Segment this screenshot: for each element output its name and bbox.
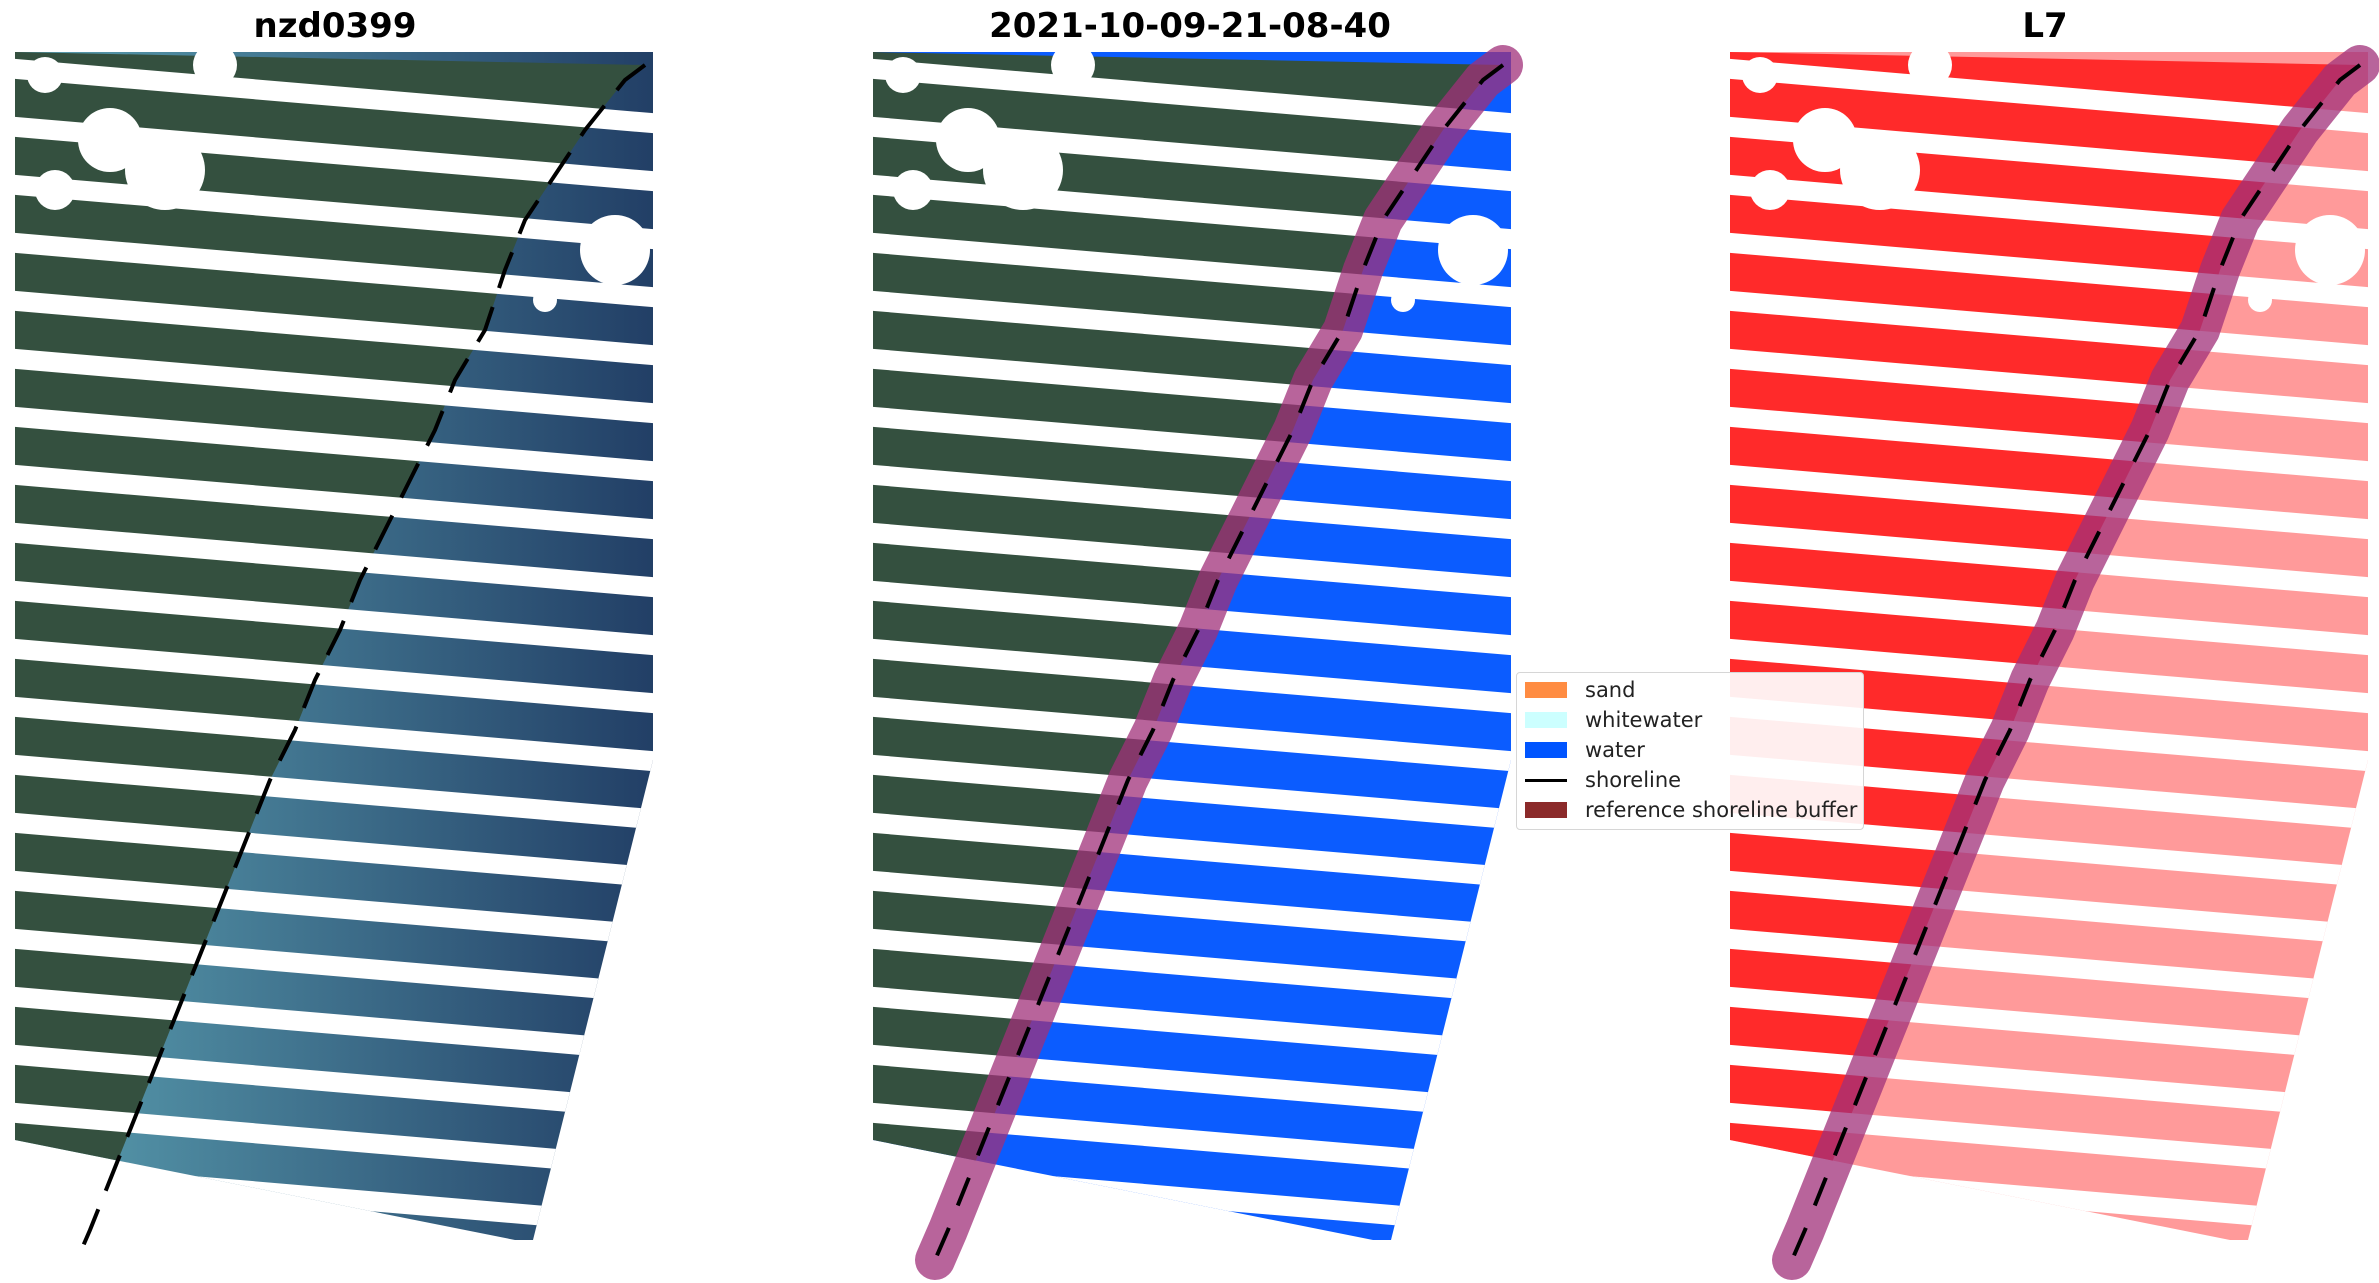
cloud-mask bbox=[1793, 108, 1857, 172]
scan-gap-stripe bbox=[15, 928, 653, 1004]
cloud-mask bbox=[1908, 52, 1952, 87]
scan-gap-stripe bbox=[1730, 812, 2368, 888]
cloud-mask bbox=[78, 108, 142, 172]
rgb-panel-image bbox=[15, 52, 653, 1261]
cloud-mask bbox=[193, 52, 237, 87]
class-panel-image bbox=[873, 45, 1523, 1280]
scan-gap-stripe bbox=[15, 58, 653, 134]
legend-label-buffer: reference shoreline buffer bbox=[1585, 798, 1858, 822]
scan-gap-stripe bbox=[873, 870, 1511, 946]
sand-swatch bbox=[1525, 682, 1567, 698]
scan-gap-stripe bbox=[1730, 58, 2368, 134]
scan-gap-stripe bbox=[15, 870, 653, 946]
legend: sand whitewater water shoreline referenc… bbox=[1516, 672, 1864, 830]
scan-gap-stripe bbox=[15, 638, 653, 714]
scan-gap-stripe bbox=[873, 290, 1511, 366]
scan-gap-stripe bbox=[1730, 928, 2368, 1004]
shoreline bbox=[933, 63, 1505, 1261]
scan-gap-stripe bbox=[873, 754, 1511, 830]
cloud-mask bbox=[983, 130, 1063, 210]
scan-gap-stripe bbox=[873, 464, 1511, 540]
panel-title-mask: L7 bbox=[2022, 6, 2068, 46]
scan-gap-stripe bbox=[15, 696, 653, 772]
scan-gap-stripe bbox=[15, 522, 653, 598]
cloud-mask bbox=[1750, 170, 1790, 210]
scan-gap-stripe bbox=[15, 754, 653, 830]
scan-gap-stripe bbox=[1730, 1102, 2368, 1178]
cloud-mask bbox=[936, 108, 1000, 172]
panel-title-rgb: nzd0399 bbox=[253, 6, 417, 46]
cloud-mask bbox=[1051, 52, 1095, 87]
scan-gap-stripe bbox=[873, 58, 1511, 134]
cloud-mask bbox=[2248, 288, 2272, 312]
scan-gap-stripe bbox=[15, 580, 653, 656]
legend-label-shoreline: shoreline bbox=[1585, 768, 1682, 792]
scan-gap-stripe bbox=[873, 522, 1511, 598]
scan-gap-stripe bbox=[15, 290, 653, 366]
scan-gap-stripe bbox=[1730, 522, 2368, 598]
scan-gap-stripe bbox=[873, 696, 1511, 772]
scan-gap-stripe bbox=[1730, 696, 2368, 772]
scan-gap-stripe bbox=[15, 812, 653, 888]
water-swatch bbox=[1525, 742, 1567, 758]
cloud-mask bbox=[1840, 130, 1920, 210]
scan-gap-stripe bbox=[15, 1218, 653, 1240]
scan-gap-stripe bbox=[1730, 754, 2368, 830]
mask-panel-image bbox=[1730, 45, 2379, 1280]
scan-gap-stripe bbox=[1730, 464, 2368, 540]
shoreline-line-swatch bbox=[1525, 778, 1567, 782]
cloud-mask bbox=[125, 130, 205, 210]
panel-title-classification: 2021-10-09-21-08-40 bbox=[989, 6, 1391, 46]
scan-gap-stripe bbox=[15, 1044, 653, 1120]
legend-item-shoreline: shoreline bbox=[1525, 765, 1681, 795]
scan-gap-stripe bbox=[873, 406, 1511, 482]
shoreline bbox=[75, 63, 647, 1261]
cloud-mask bbox=[885, 57, 921, 93]
cloud-mask bbox=[1742, 57, 1778, 93]
shoreline bbox=[1790, 63, 2362, 1261]
scan-gap-stripe bbox=[873, 348, 1511, 424]
legend-label-whitewater: whitewater bbox=[1585, 708, 1703, 732]
scan-gap-stripe bbox=[15, 232, 653, 308]
cloud-mask bbox=[580, 215, 650, 285]
legend-label-sand: sand bbox=[1585, 678, 1636, 702]
scan-gap-stripe bbox=[15, 348, 653, 424]
legend-item-sand: sand bbox=[1525, 675, 1635, 705]
scan-gap-stripe bbox=[873, 812, 1511, 888]
legend-item-buffer: reference shoreline buffer bbox=[1525, 795, 1857, 825]
cloud-mask bbox=[893, 170, 933, 210]
cloud-mask bbox=[27, 57, 63, 93]
scan-gap-stripe bbox=[1730, 870, 2368, 946]
scan-gap-stripe bbox=[1730, 406, 2368, 482]
cloud-mask bbox=[533, 288, 557, 312]
scan-gap-stripe bbox=[15, 464, 653, 540]
scan-gap-stripe bbox=[15, 986, 653, 1062]
legend-item-whitewater: whitewater bbox=[1525, 705, 1702, 735]
legend-label-water: water bbox=[1585, 738, 1645, 762]
scan-gap-stripe bbox=[1730, 348, 2368, 424]
cloud-mask bbox=[1391, 288, 1415, 312]
cloud-mask bbox=[1438, 215, 1508, 285]
scan-gap-stripe bbox=[873, 928, 1511, 1004]
cloud-mask bbox=[35, 170, 75, 210]
whitewater-swatch bbox=[1525, 712, 1567, 728]
scan-gap-stripe bbox=[15, 406, 653, 482]
legend-item-water: water bbox=[1525, 735, 1645, 765]
cloud-mask bbox=[2295, 215, 2365, 285]
buffer-swatch bbox=[1525, 802, 1567, 818]
scan-gap-stripe bbox=[873, 1102, 1511, 1178]
scan-gap-stripe bbox=[1730, 290, 2368, 366]
scan-gap-stripe bbox=[15, 1102, 653, 1178]
